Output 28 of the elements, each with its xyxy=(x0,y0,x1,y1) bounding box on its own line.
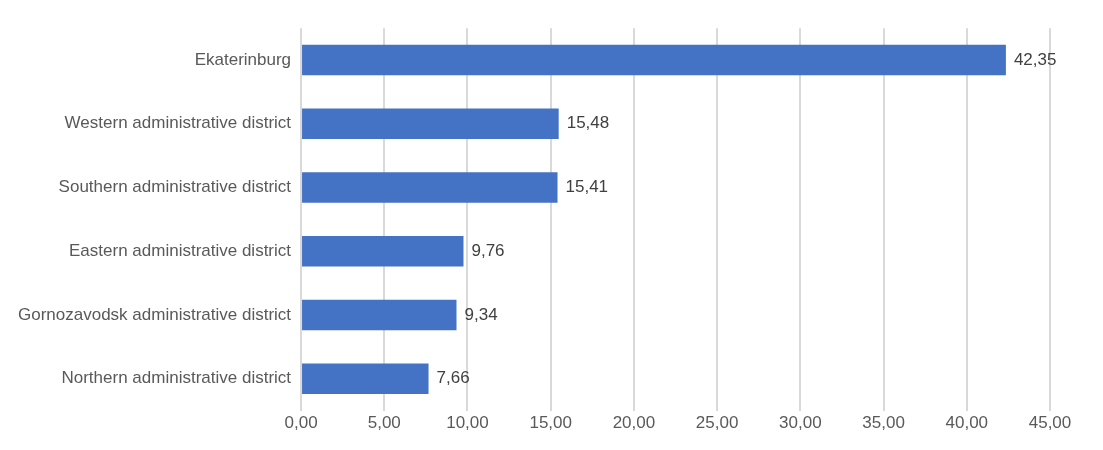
x-tick-label: 40,00 xyxy=(945,413,989,433)
bar xyxy=(302,363,429,395)
x-tick-label: 20,00 xyxy=(612,413,656,433)
y-tick-label: Ekaterinburg xyxy=(194,49,292,69)
data-label: 9,34 xyxy=(464,304,498,324)
bar xyxy=(302,299,457,331)
bar xyxy=(302,235,464,267)
x-tick-label: 5,00 xyxy=(367,413,401,433)
y-tick-label: Gornozavodsk administrative district xyxy=(18,304,292,324)
bar xyxy=(302,108,559,140)
bar xyxy=(302,44,1006,76)
x-tick-label: 0,00 xyxy=(284,413,318,433)
x-tick-label: 35,00 xyxy=(862,413,905,433)
x-tick-label: 10,00 xyxy=(446,413,489,433)
y-tick-label: Northern administrative district xyxy=(61,368,292,388)
x-tick-label: 30,00 xyxy=(779,413,822,433)
y-tick-label: Eastern administrative district xyxy=(69,240,292,260)
x-tick-label: 25,00 xyxy=(695,413,739,433)
data-label: 15,48 xyxy=(566,113,610,133)
data-label: 9,76 xyxy=(471,240,505,260)
bar xyxy=(302,172,558,203)
data-label: 42,35 xyxy=(1013,49,1057,69)
data-label: 15,41 xyxy=(565,177,609,197)
y-tick-label: Western administrative district xyxy=(64,113,292,133)
y-tick-label: Southern administrative district xyxy=(58,177,292,197)
x-tick-label: 15,00 xyxy=(529,413,572,433)
x-tick-label: 45,00 xyxy=(1028,413,1072,433)
data-label: 7,66 xyxy=(436,368,470,388)
